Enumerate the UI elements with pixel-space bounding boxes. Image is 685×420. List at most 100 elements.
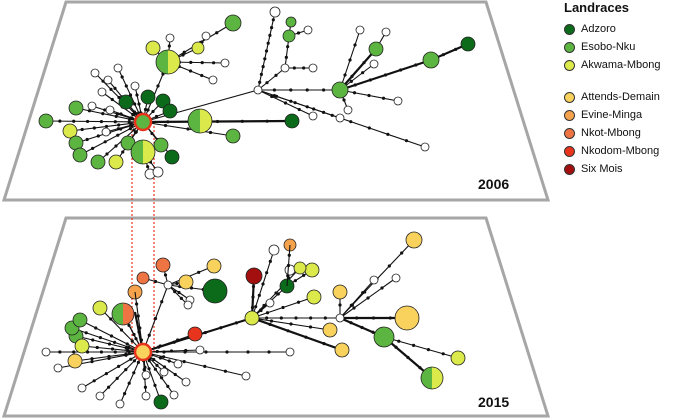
haplotype-node — [95, 391, 105, 401]
mutation-step — [137, 102, 141, 106]
mutation-step — [107, 385, 111, 389]
mutation-step — [441, 53, 445, 57]
mutation-step — [132, 371, 136, 375]
mutation-step — [322, 342, 326, 346]
network-edge — [257, 67, 286, 91]
legend-label: Akwama-Mbong — [581, 59, 661, 71]
mutation-step — [259, 72, 263, 76]
haplotype-node — [165, 33, 175, 43]
node-slice — [156, 50, 168, 74]
mutation-step — [92, 379, 96, 383]
mutation-step — [113, 86, 117, 90]
mutation-step — [349, 120, 353, 124]
mutation-step — [308, 325, 313, 329]
mutation-step — [124, 84, 128, 88]
legend-label: Nkot-Mbong — [581, 127, 641, 139]
haplotype-node — [355, 25, 365, 35]
network-edge — [75, 107, 144, 123]
mutation-step — [95, 345, 99, 350]
haplotype-node — [369, 275, 379, 285]
mutation-step — [128, 127, 132, 131]
legend-item-nkodom-mbong: Nkodom-Mbong — [564, 143, 659, 159]
haplotype-node — [164, 149, 180, 165]
year-label-2006: 2006 — [478, 176, 510, 192]
mutation-step — [399, 68, 403, 72]
legend-label: Adzoro — [581, 23, 616, 35]
haplotype-node — [115, 399, 125, 409]
mutation-step — [132, 332, 136, 337]
haplotype-node — [153, 394, 169, 410]
mutation-step — [113, 120, 117, 124]
mutation-step — [109, 334, 114, 338]
haplotype-node — [450, 350, 466, 366]
haplotype-node — [245, 267, 263, 285]
mutation-step — [121, 150, 125, 154]
mutation-step — [322, 88, 326, 92]
mutation-step — [418, 366, 422, 370]
haplotype-node — [173, 359, 183, 369]
haplotype-node — [373, 326, 395, 348]
mutation-step — [286, 45, 290, 49]
mutation-step — [281, 305, 285, 310]
mutation-step — [153, 367, 157, 371]
haplotype-node — [293, 261, 307, 275]
mutation-step — [353, 83, 357, 87]
mutation-step — [120, 75, 124, 79]
mutation-step — [394, 345, 398, 349]
mutation-step — [155, 363, 159, 367]
haplotype-node — [140, 89, 156, 105]
mutation-step — [188, 69, 193, 73]
haplotype-node — [159, 367, 169, 377]
mutation-step — [116, 133, 120, 137]
legend-label: Nkodom-Mbong — [581, 145, 660, 157]
mutation-step — [127, 381, 131, 385]
network-edge — [251, 316, 343, 352]
mutation-step — [264, 49, 269, 53]
haplotype-node — [381, 27, 391, 37]
mutation-step — [296, 31, 301, 35]
mutation-step — [203, 364, 207, 368]
mutation-step — [138, 326, 142, 330]
mutation-step — [352, 91, 357, 95]
haplotype-node — [178, 274, 194, 290]
mutation-step — [136, 314, 140, 318]
mutation-step — [270, 94, 274, 99]
mutation-step — [107, 342, 112, 346]
mutation-step — [85, 137, 89, 142]
haplotype-node — [322, 322, 338, 338]
haplotype-node — [208, 75, 218, 85]
legend-label: Attends-Demain — [581, 91, 660, 103]
mutation-step — [136, 360, 140, 364]
haplotype-node — [282, 29, 296, 43]
legend-swatch — [564, 109, 575, 121]
mutation-step — [454, 47, 458, 51]
mutation-step — [342, 98, 346, 102]
haplotype-node — [153, 137, 169, 153]
haplotype-node-mixed — [420, 366, 444, 390]
haplotype-node — [422, 51, 440, 69]
haplotype-node — [67, 353, 83, 369]
mutation-step — [90, 360, 94, 364]
mutation-step — [302, 273, 306, 277]
haplotype-node — [244, 310, 260, 326]
year-label-2015: 2015 — [478, 394, 510, 410]
mutation-step — [293, 279, 297, 283]
node-slice — [188, 109, 200, 133]
mutation-step — [128, 117, 132, 121]
haplotype-node — [269, 6, 281, 18]
mutation-step — [268, 259, 272, 263]
mutation-step — [219, 326, 223, 330]
mutation-step — [302, 66, 306, 70]
mutation-step — [181, 53, 185, 57]
mutation-step — [362, 61, 366, 65]
haplotype-node — [334, 342, 350, 358]
haplotype-node — [152, 166, 164, 178]
mutation-step — [135, 93, 139, 97]
mutation-step — [352, 306, 356, 310]
mutation-step — [167, 44, 171, 48]
mutation-step — [94, 326, 98, 330]
mutation-step — [406, 355, 410, 360]
haplotype-node — [155, 257, 171, 273]
mutation-step — [182, 360, 186, 364]
